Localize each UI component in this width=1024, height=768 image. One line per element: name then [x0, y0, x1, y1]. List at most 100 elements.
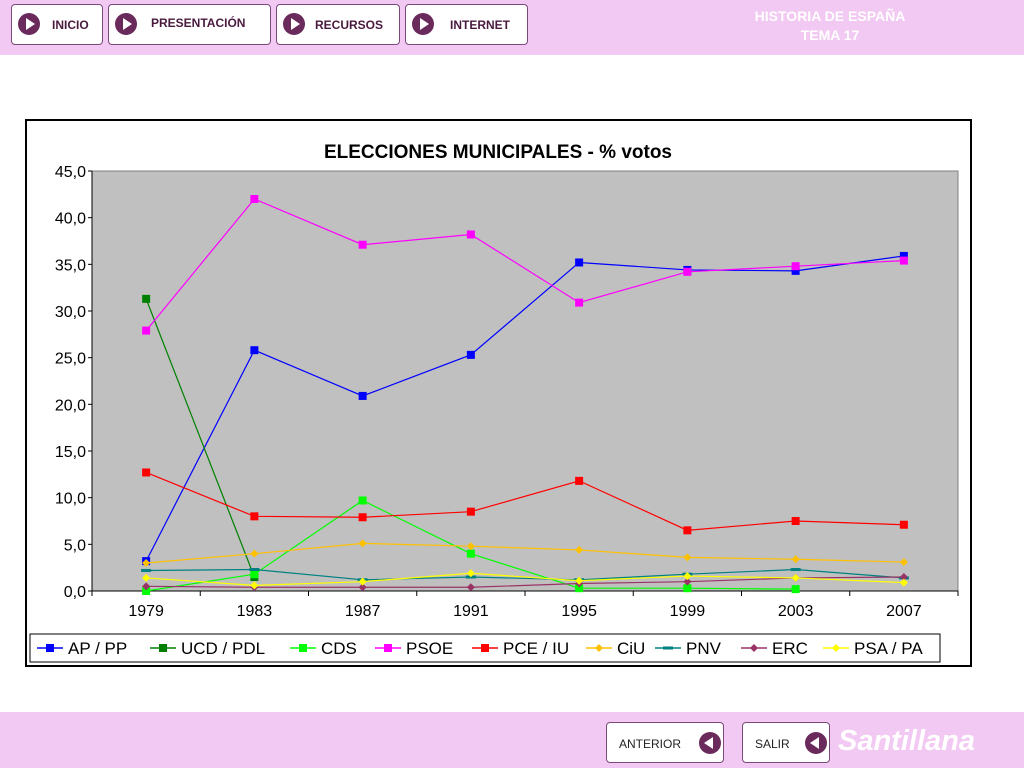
data-point-pnv	[249, 568, 260, 572]
data-point-pce-iu	[899, 520, 908, 529]
series-erc	[142, 573, 908, 592]
salir-button[interactable]: SALIR	[742, 722, 830, 763]
x-tick-label: 1987	[345, 603, 381, 620]
data-point-pce-iu	[791, 517, 800, 525]
back-arrow-icon	[805, 732, 827, 754]
y-tick-label: 35,0	[55, 257, 86, 274]
series-psoe	[142, 195, 908, 335]
data-point-erc	[142, 582, 151, 591]
legend-label: CiU	[617, 639, 645, 658]
series-line-psoe	[145, 198, 904, 331]
chart-title: ELECCIONES MUNICIPALES - % votos	[324, 142, 672, 163]
data-point-erc	[683, 577, 692, 586]
data-point-psa-pa	[142, 573, 151, 582]
data-point-psoe	[899, 256, 908, 265]
data-point-cds	[142, 587, 151, 595]
data-point-psa-pa	[683, 572, 692, 581]
data-point-ap-pp	[899, 251, 908, 260]
data-point-ciu	[683, 553, 692, 562]
series-line-psa-pa	[146, 572, 904, 587]
series-line-pnv	[146, 568, 904, 581]
series-line-pce-iu	[145, 471, 904, 531]
data-point-psa-pa	[358, 577, 367, 586]
legend-item-ciu: CiU	[586, 639, 645, 658]
data-point-psa-pa	[899, 578, 908, 587]
series-line-ap-pp	[145, 255, 904, 562]
data-point-erc	[899, 573, 908, 581]
data-point-psa-pa	[250, 581, 259, 590]
legend-label: AP / PP	[68, 639, 127, 658]
data-point-psoe	[683, 267, 692, 276]
bottom-bar	[0, 712, 1024, 768]
anterior-button[interactable]: ANTERIOR	[606, 722, 724, 763]
data-point-psoe	[250, 195, 259, 203]
data-point-psoe	[575, 298, 584, 307]
anterior-label: ANTERIOR	[619, 737, 682, 751]
legend: AP / PP UCD / PDL CDS PSOE PCE / IU CiU PNV ERC…	[37, 639, 923, 658]
play-arrow-icon	[115, 13, 137, 35]
x-tick-label: 1995	[561, 603, 597, 620]
legend-swatch-marker	[159, 644, 167, 652]
data-point-ciu	[791, 555, 800, 564]
data-point-cds	[358, 496, 367, 505]
play-arrow-icon	[283, 13, 305, 35]
legend-swatch-marker	[663, 646, 673, 650]
x-tick-label: 2003	[778, 603, 814, 620]
legend-item-ucd-pdl: UCD / PDL	[150, 639, 265, 658]
data-point-psoe	[142, 326, 151, 335]
legend-label: PNV	[686, 639, 722, 658]
recursos-label: RECURSOS	[315, 18, 384, 32]
salir-label: SALIR	[755, 737, 790, 751]
legend-label: ERC	[772, 639, 808, 658]
y-tick-label: 10,0	[55, 491, 86, 508]
legend-item-cds: CDS	[290, 639, 357, 658]
data-point-ap-pp	[358, 391, 367, 400]
inicio-button[interactable]: INICIO	[11, 4, 103, 45]
data-point-pce-iu	[142, 468, 151, 477]
series-cds	[142, 496, 800, 595]
brand-logo: Santillana	[838, 725, 975, 757]
data-point-psoe	[358, 240, 367, 249]
y-tick-label: 5,0	[64, 537, 86, 554]
back-arrow-icon	[699, 732, 721, 754]
series-line-ucd-pdl	[145, 298, 255, 578]
line-chart: ELECCIONES MUNICIPALES - % votos 0,0 5,0 1…	[25, 119, 972, 667]
legend-label: UCD / PDL	[181, 639, 265, 658]
data-point-psoe	[791, 262, 800, 271]
series-line-ciu	[146, 542, 904, 564]
data-point-ciu	[142, 559, 151, 567]
y-tick-label: 0,0	[64, 584, 86, 601]
legend-swatch-marker	[750, 644, 758, 652]
x-tick-label: 1999	[670, 603, 706, 620]
series-pce-iu	[142, 468, 908, 535]
data-point-psa-pa	[791, 573, 800, 582]
data-point-cds	[791, 585, 800, 594]
legend-item-erc: ERC	[741, 639, 808, 658]
data-point-ciu	[358, 539, 367, 548]
internet-button[interactable]: INTERNET	[405, 4, 528, 45]
data-point-ucd-pdl	[142, 294, 151, 303]
series-ciu	[142, 539, 908, 567]
data-point-ciu	[575, 545, 584, 554]
y-tick-label: 40,0	[55, 211, 86, 228]
y-tick-label: 30,0	[55, 304, 86, 321]
play-arrow-icon	[412, 13, 434, 35]
series-lines	[141, 195, 909, 595]
data-point-erc	[358, 583, 367, 592]
data-point-ciu	[250, 549, 259, 558]
legend-item-ap-pp: AP / PP	[37, 639, 127, 658]
y-tick-label: 25,0	[55, 351, 86, 368]
data-point-cds	[683, 584, 692, 593]
recursos-button[interactable]: RECURSOS	[276, 4, 400, 45]
data-point-pce-iu	[683, 526, 692, 535]
legend-swatch-marker	[299, 644, 307, 652]
data-point-pnv	[790, 568, 801, 572]
data-point-erc	[466, 583, 475, 592]
legend-swatch-marker	[46, 644, 54, 652]
presentacion-button[interactable]: PRESENTACIÓN	[108, 4, 271, 45]
series-psa-pa	[142, 569, 908, 590]
series-line-erc	[146, 576, 904, 588]
legend-swatch-marker	[481, 644, 489, 652]
data-point-pce-iu	[358, 513, 367, 522]
legend-item-psoe: PSOE	[375, 639, 453, 658]
